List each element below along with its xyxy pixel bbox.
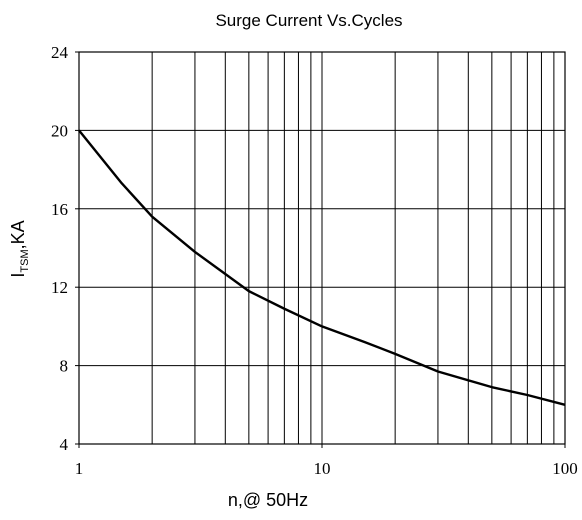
x-tick-label: 100 [552, 459, 578, 478]
y-tick-label: 8 [60, 357, 69, 376]
x-axis-label: n,@ 50Hz [228, 490, 308, 510]
y-tick-label: 4 [60, 435, 69, 454]
chart-title: Surge Current Vs.Cycles [215, 11, 402, 30]
grid [79, 52, 565, 444]
y-axis-label-suffix: ,KA [8, 220, 28, 249]
y-tick-label: 24 [51, 43, 69, 62]
y-axis-label-subscript: TSM [19, 249, 31, 272]
x-tick-label: 1 [75, 459, 84, 478]
x-tick-label: 10 [314, 459, 331, 478]
y-axis-label: ITSM,KA [8, 220, 31, 277]
y-tick-label: 20 [51, 121, 68, 140]
tick-labels: 4 8 12 16 20 24 1 10 100 [51, 43, 578, 478]
y-tick-label: 12 [51, 278, 68, 297]
y-tick-label: 16 [51, 200, 68, 219]
y-axis-label-main: I [8, 273, 28, 278]
series-line [78, 129, 566, 406]
